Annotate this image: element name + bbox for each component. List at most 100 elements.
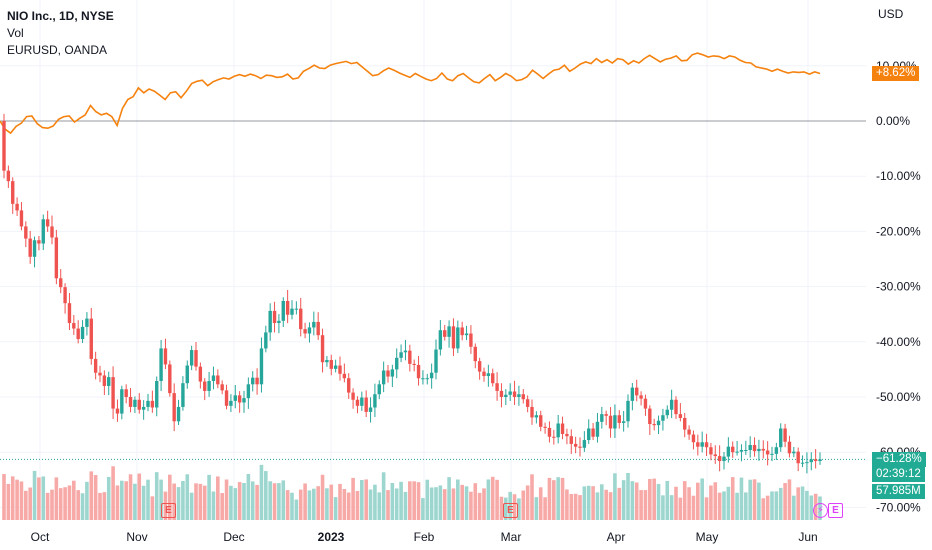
candle-body [189, 350, 194, 366]
volume-bar [456, 479, 460, 520]
candle-body [124, 389, 128, 397]
candle-body [425, 378, 429, 380]
candle-body [547, 427, 552, 437]
candle-body [783, 428, 787, 442]
candle-body [587, 428, 591, 441]
candle-body [508, 391, 512, 395]
volume-bar [490, 476, 495, 520]
volume-bar [700, 478, 704, 520]
candle-body [255, 377, 259, 385]
candle-body [661, 415, 665, 421]
candle-body [434, 349, 438, 373]
candle-body [277, 320, 281, 324]
x-axis[interactable]: Oct Nov Dec 2023 Feb Mar Apr May Jun [31, 530, 818, 544]
candle-body [761, 448, 765, 451]
volume-bar [617, 487, 622, 520]
dividend-event-icon[interactable]: ⚡ [813, 503, 828, 518]
volume-bar [687, 487, 691, 520]
candle-body [181, 383, 185, 407]
volume-bar [285, 490, 290, 520]
earnings-event-icon[interactable]: E [828, 503, 843, 518]
volume-bar [770, 491, 774, 520]
candle-body [98, 372, 102, 376]
volume-bar [704, 497, 709, 520]
volume-bar [181, 480, 185, 520]
volume-bar [787, 479, 792, 520]
nio-candlestick-series [2, 113, 822, 474]
candle-body [473, 346, 477, 362]
candle-body [456, 327, 460, 349]
volume-bar [722, 491, 726, 520]
candle-body [683, 417, 687, 430]
candle-body [800, 462, 805, 464]
volume-bar [146, 479, 150, 520]
candle-body [237, 395, 242, 403]
candle-body [172, 393, 176, 422]
volume-bar [403, 491, 408, 520]
volume-bar [730, 477, 735, 520]
currency-label[interactable]: USD [878, 7, 904, 21]
candle-body [347, 378, 351, 393]
candle-body [648, 408, 652, 425]
earnings-event-icon[interactable]: E [503, 503, 518, 518]
y-axis[interactable]: 10.00%0.00%-10.00%-20.00%-30.00%-40.00%-… [876, 59, 921, 515]
volume-bar [696, 482, 700, 520]
volume-bar [168, 474, 172, 520]
volume-bar [6, 483, 11, 520]
candle-body [229, 400, 233, 406]
volume-bar [748, 479, 752, 520]
volume-bar [582, 486, 587, 520]
candle-body [495, 383, 499, 391]
symbol-title[interactable]: NIO Inc., 1D, NYSE [7, 9, 114, 23]
candle-body [573, 443, 578, 447]
candle-body [272, 310, 277, 324]
volume-bar [416, 482, 421, 520]
volume-bar [469, 491, 473, 520]
volume-bar [543, 497, 547, 520]
candle-body [364, 397, 368, 412]
x-tick-label: 2023 [318, 530, 345, 544]
volume-bar [32, 470, 37, 520]
candle-body [704, 442, 709, 448]
candle-body [355, 399, 360, 406]
compare-legend[interactable]: EURUSD, OANDA [7, 43, 108, 57]
candle-body [185, 365, 189, 384]
volume-bar [298, 489, 303, 520]
volume-bar [408, 481, 412, 520]
candle-body [163, 348, 168, 365]
candle-body [517, 394, 521, 397]
candle-body [604, 414, 608, 416]
candle-body [63, 287, 67, 304]
volume-bar [517, 498, 521, 520]
candle-body [469, 333, 473, 347]
volume-bar [421, 498, 425, 520]
candle-body [120, 389, 124, 414]
candle-body [722, 456, 726, 462]
candle-body [299, 308, 303, 330]
candle-body [351, 392, 355, 400]
volume-bar [159, 479, 163, 520]
volume-bar [72, 480, 76, 520]
volume-bar [464, 486, 469, 520]
candle-body [155, 380, 159, 408]
volume-bar [765, 495, 770, 520]
y-tick-label: -10.00% [876, 169, 921, 183]
earnings-event-icon[interactable]: E [161, 503, 176, 518]
volume-bar [351, 477, 355, 520]
volume-bar [255, 484, 259, 520]
volume-bar [739, 477, 744, 520]
volume-bar [224, 479, 229, 520]
candle-body [765, 450, 770, 455]
candle-body [552, 436, 556, 438]
candle-body [416, 364, 421, 379]
candle-body [639, 395, 643, 399]
candle-body [591, 428, 595, 437]
volume-legend[interactable]: Vol [7, 26, 24, 40]
volume-bar [264, 471, 268, 520]
candle-body [792, 451, 796, 454]
volume-bar [565, 489, 569, 520]
candle-body [146, 400, 150, 407]
volume-bar [713, 482, 718, 520]
volume-bar [211, 491, 216, 520]
